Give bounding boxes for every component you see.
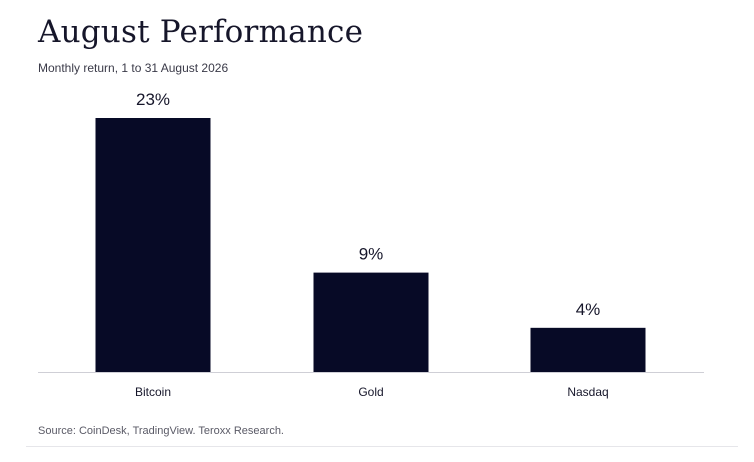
chart-subtitle: Monthly return, 1 to 31 August 2026 xyxy=(38,61,229,75)
bar-nasdaq xyxy=(530,327,646,372)
bar-bitcoin xyxy=(95,118,211,372)
bar-chart: 23% Bitcoin 9% Gold 4% Nasdaq xyxy=(38,90,704,399)
category-label-bitcoin: Bitcoin xyxy=(135,385,171,399)
data-label-bitcoin: 23% xyxy=(136,90,170,109)
bar-gold xyxy=(313,272,429,372)
bottom-divider xyxy=(26,446,738,447)
category-label-gold: Gold xyxy=(358,385,383,399)
chart-title: August Performance xyxy=(38,14,364,50)
data-label-gold: 9% xyxy=(359,245,384,264)
data-label-nasdaq: 4% xyxy=(576,300,601,319)
category-label-nasdaq: Nasdaq xyxy=(567,385,608,399)
source-note: Source: CoinDesk, TradingView. Teroxx Re… xyxy=(38,425,284,437)
